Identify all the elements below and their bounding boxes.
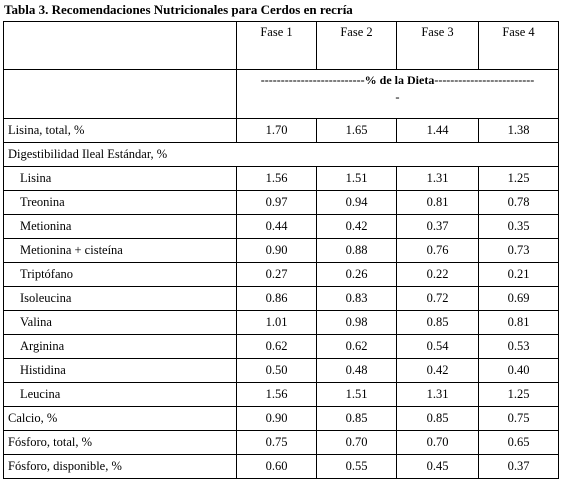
value-cell-fase-2: 0.85 xyxy=(316,406,397,431)
value-cell-fase-1: 1.56 xyxy=(236,382,317,407)
value-cell-fase-4: 1.25 xyxy=(478,382,559,407)
value-cell-fase-2: 0.42 xyxy=(316,214,397,239)
table-row: Arginina 0.62 0.62 0.54 0.53 xyxy=(3,334,559,359)
value-cell-fase-2: 0.94 xyxy=(316,190,397,215)
header-empty-cell xyxy=(3,21,237,70)
table-row: Isoleucina 0.86 0.83 0.72 0.69 xyxy=(3,286,559,311)
value-cell-fase-3: 0.42 xyxy=(396,358,479,383)
table-row: Triptófano 0.27 0.26 0.22 0.21 xyxy=(3,262,559,287)
value-cell-fase-4: 0.21 xyxy=(478,262,559,287)
value-cell-fase-1: 0.90 xyxy=(236,406,317,431)
value-cell-fase-3: 0.81 xyxy=(396,190,479,215)
row-label: Histidina xyxy=(3,358,237,383)
value-cell-fase-1: 0.60 xyxy=(236,454,317,479)
value-cell-fase-2: 0.70 xyxy=(316,430,397,455)
table-caption: Tabla 3. Recomendaciones Nutricionales p… xyxy=(4,2,353,17)
value-cell-fase-1: 0.86 xyxy=(236,286,317,311)
value-cell-fase-4: 1.25 xyxy=(478,166,559,191)
value-cell-fase-4: 0.40 xyxy=(478,358,559,383)
value-cell-fase-4: 0.73 xyxy=(478,238,559,263)
row-label: Triptófano xyxy=(3,262,237,287)
phase-header-1: Fase 1 xyxy=(236,21,317,70)
phase-header-3: Fase 3 xyxy=(396,21,479,70)
row-label: Lisina xyxy=(3,166,237,191)
phase-header-row: Fase 1 Fase 2 Fase 3 Fase 4 xyxy=(3,21,559,70)
value-cell-fase-2: 1.51 xyxy=(316,166,397,191)
value-cell-fase-4: 0.37 xyxy=(478,454,559,479)
value-cell-fase-2: 0.88 xyxy=(316,238,397,263)
value-cell-fase-1: 1.70 xyxy=(236,118,317,143)
value-cell-fase-2: 0.26 xyxy=(316,262,397,287)
table-row: Fósforo, disponible, % 0.60 0.55 0.45 0.37 xyxy=(3,454,559,479)
value-cell-fase-2: 0.98 xyxy=(316,310,397,335)
unit-header-row: --------------------------% de la Dieta-… xyxy=(3,69,559,119)
value-cell-fase-1: 1.01 xyxy=(236,310,317,335)
value-cell-fase-4: 1.38 xyxy=(478,118,559,143)
value-cell-fase-4: 0.81 xyxy=(478,310,559,335)
value-cell-fase-1: 0.97 xyxy=(236,190,317,215)
value-cell-fase-1: 0.50 xyxy=(236,358,317,383)
row-label: Leucina xyxy=(3,382,237,407)
value-cell-fase-3: 1.31 xyxy=(396,166,479,191)
value-cell-fase-4: 0.35 xyxy=(478,214,559,239)
section-label: Digestibilidad Ileal Estándar, % xyxy=(3,142,559,167)
value-cell-fase-4: 0.78 xyxy=(478,190,559,215)
table-row: Digestibilidad Ileal Estándar, % xyxy=(3,142,559,167)
unit-dash: - xyxy=(395,90,400,104)
value-cell-fase-1: 1.56 xyxy=(236,166,317,191)
value-cell-fase-2: 1.51 xyxy=(316,382,397,407)
table-row: Histidina 0.50 0.48 0.42 0.40 xyxy=(3,358,559,383)
value-cell-fase-4: 0.53 xyxy=(478,334,559,359)
row-label: Treonina xyxy=(3,190,237,215)
value-cell-fase-3: 1.44 xyxy=(396,118,479,143)
value-cell-fase-3: 1.31 xyxy=(396,382,479,407)
row-label: Fósforo, total, % xyxy=(3,430,237,455)
phase-header-4: Fase 4 xyxy=(478,21,559,70)
value-cell-fase-1: 0.62 xyxy=(236,334,317,359)
row-label: Arginina xyxy=(3,334,237,359)
table-row: Lisina, total, % 1.70 1.65 1.44 1.38 xyxy=(3,118,559,143)
value-cell-fase-3: 0.70 xyxy=(396,430,479,455)
value-cell-fase-3: 0.85 xyxy=(396,310,479,335)
table-row: Valina 1.01 0.98 0.85 0.81 xyxy=(3,310,559,335)
phase-header-2: Fase 2 xyxy=(316,21,397,70)
row-label: Isoleucina xyxy=(3,286,237,311)
value-cell-fase-4: 0.75 xyxy=(478,406,559,431)
value-cell-fase-3: 0.37 xyxy=(396,214,479,239)
table-row: Lisina 1.56 1.51 1.31 1.25 xyxy=(3,166,559,191)
row-label: Lisina, total, % xyxy=(3,118,237,143)
unit-label: --------------------------% de la Dieta-… xyxy=(260,73,535,87)
row-label: Valina xyxy=(3,310,237,335)
value-cell-fase-2: 1.65 xyxy=(316,118,397,143)
table-row: Calcio, % 0.90 0.85 0.85 0.75 xyxy=(3,406,559,431)
table-row: Metionina + cisteína 0.90 0.88 0.76 0.73 xyxy=(3,238,559,263)
table-row: Metionina 0.44 0.42 0.37 0.35 xyxy=(3,214,559,239)
row-label: Metionina xyxy=(3,214,237,239)
unit-empty-cell xyxy=(3,69,237,119)
value-cell-fase-1: 0.44 xyxy=(236,214,317,239)
unit-header-cell: --------------------------% de la Dieta-… xyxy=(236,69,559,119)
value-cell-fase-4: 0.69 xyxy=(478,286,559,311)
value-cell-fase-3: 0.76 xyxy=(396,238,479,263)
value-cell-fase-2: 0.83 xyxy=(316,286,397,311)
nutrition-table: Fase 1 Fase 2 Fase 3 Fase 4 ------------… xyxy=(3,21,559,479)
value-cell-fase-2: 0.48 xyxy=(316,358,397,383)
value-cell-fase-3: 0.72 xyxy=(396,286,479,311)
value-cell-fase-3: 0.45 xyxy=(396,454,479,479)
table-row: Leucina 1.56 1.51 1.31 1.25 xyxy=(3,382,559,407)
table-row: Fósforo, total, % 0.75 0.70 0.70 0.65 xyxy=(3,430,559,455)
value-cell-fase-3: 0.22 xyxy=(396,262,479,287)
value-cell-fase-3: 0.85 xyxy=(396,406,479,431)
row-label: Calcio, % xyxy=(3,406,237,431)
value-cell-fase-2: 0.55 xyxy=(316,454,397,479)
value-cell-fase-2: 0.62 xyxy=(316,334,397,359)
value-cell-fase-1: 0.27 xyxy=(236,262,317,287)
table-row: Treonina 0.97 0.94 0.81 0.78 xyxy=(3,190,559,215)
row-label: Metionina + cisteína xyxy=(3,238,237,263)
value-cell-fase-4: 0.65 xyxy=(478,430,559,455)
row-label: Fósforo, disponible, % xyxy=(3,454,237,479)
value-cell-fase-1: 0.90 xyxy=(236,238,317,263)
value-cell-fase-3: 0.54 xyxy=(396,334,479,359)
value-cell-fase-1: 0.75 xyxy=(236,430,317,455)
